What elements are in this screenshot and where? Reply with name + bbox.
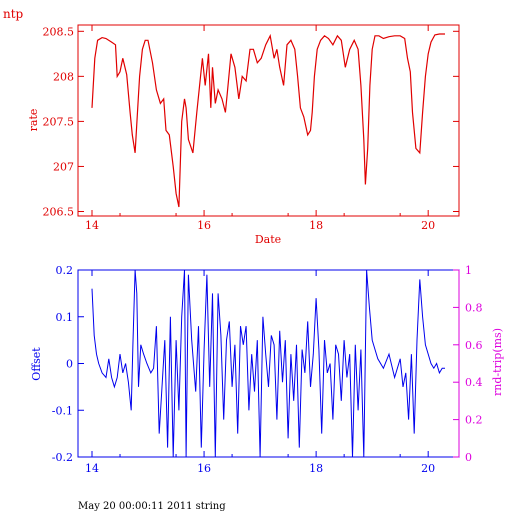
offset-x-tick-label: 20: [421, 462, 435, 475]
offset-y-tick-label: -0.1: [52, 404, 73, 417]
rate-plot-frame: [77, 24, 460, 217]
rate-series-line: [91, 33, 445, 208]
rate-y-tick-label: 208: [53, 70, 74, 83]
rate-x-tick-label: 14: [85, 219, 99, 232]
rndtrip-y-ticks: 0 0.2 0.4 0.6 0.8 1: [453, 264, 483, 464]
offset-y-label: Offset: [30, 347, 43, 381]
offset-x-tick-label: 16: [197, 462, 211, 475]
offset-y-tick-label: 0.1: [56, 311, 74, 324]
rate-y-label: rate: [27, 109, 40, 132]
offset-y-ticks: -0.2 -0.1 0 0.1 0.2: [52, 264, 84, 464]
rate-y-tick-label: 207: [53, 160, 74, 173]
offset-chart: 14 16 18 20 -0.2-0.100.10.2 00.20.40.60.81 …: [30, 264, 504, 475]
offset-series-line: [91, 269, 445, 458]
rate-x-label: Date: [255, 233, 281, 246]
offset-plot-frame: [77, 269, 460, 458]
corner-label: ntp: [3, 7, 24, 21]
rndtrip-y-tick-label: 0.8: [465, 301, 483, 314]
offset-x-tick-label: 14: [85, 462, 99, 475]
rndtrip-y-tick-label: 1: [465, 264, 472, 277]
rate-y-tick-label: 207.5: [43, 115, 75, 128]
rate-x-tick-label: 20: [421, 219, 435, 232]
rndtrip-y-tick-label: 0: [465, 451, 472, 464]
rate-y-tick-label: 206.5: [43, 205, 75, 218]
rndtrip-y-tick-label: 0.4: [465, 376, 483, 389]
rate-y-ticks: 206.5 207 207.5 208 208.5: [43, 25, 459, 218]
rate-x-ticks: 14 16 18 20: [85, 25, 435, 232]
rndtrip-y-tick-label: 0.2: [465, 414, 483, 427]
offset-y-tick-label: -0.2: [52, 451, 73, 464]
rate-chart: 14 16 18 20 206.5 207 207.5 208 208.5 Date rate: [27, 24, 460, 246]
offset-x-ticks: 14 16 18 20: [85, 270, 435, 475]
rndtrip-y-tick-label: 0.6: [465, 339, 483, 352]
rndtrip-y-label: rnd-trip(ms): [491, 328, 504, 396]
footer-timestamp: May 20 00:00:11 2011 string: [78, 501, 226, 512]
offset-y-tick-label: 0: [66, 358, 73, 371]
offset-y-tick-label: 0.2: [56, 264, 74, 277]
rate-y-tick-label: 208.5: [43, 25, 75, 38]
rate-x-tick-label: 16: [197, 219, 211, 232]
rate-x-tick-label: 18: [309, 219, 323, 232]
offset-x-tick-label: 18: [309, 462, 323, 475]
